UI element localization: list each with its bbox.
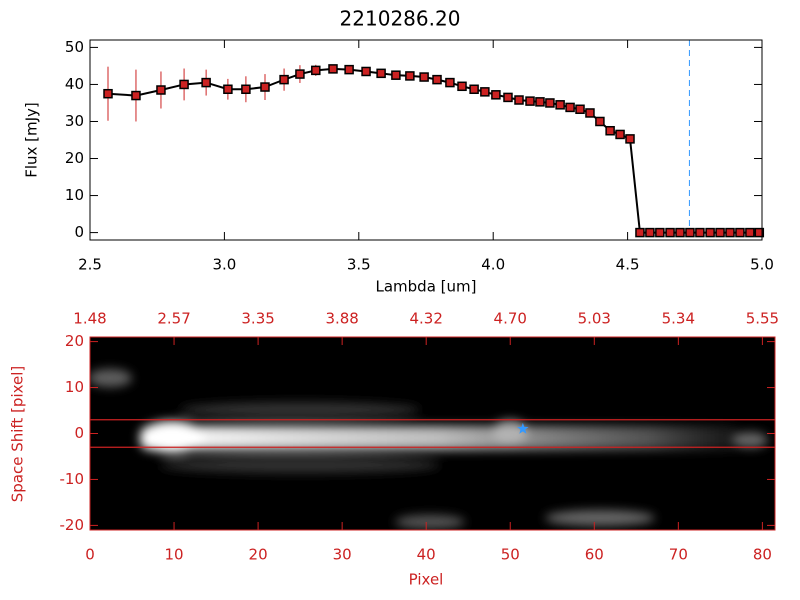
data-point — [405, 71, 415, 81]
data-point — [491, 90, 501, 100]
x2-tick-label: 3.88 — [325, 310, 358, 328]
data-point — [575, 104, 585, 115]
x2-tick-label: 5.55 — [746, 310, 779, 328]
data-point — [223, 84, 233, 95]
data-point — [419, 72, 429, 82]
data-point — [295, 69, 305, 79]
x2-tick-label: 5.34 — [662, 310, 695, 328]
x-tick-label: 30 — [333, 546, 352, 564]
data-point — [457, 81, 467, 92]
x2-tick-label: 5.03 — [578, 310, 611, 328]
data-point — [685, 227, 695, 238]
star-marker — [517, 422, 529, 434]
x-tick-label: 10 — [165, 546, 184, 564]
data-point — [131, 90, 141, 101]
data-point — [655, 227, 665, 238]
data-point — [469, 84, 479, 95]
data-point — [445, 77, 455, 88]
data-point — [376, 68, 386, 79]
y-tick-label: 50 — [65, 38, 84, 56]
data-point — [514, 95, 524, 105]
data-point — [585, 108, 595, 118]
data-point — [391, 70, 401, 80]
x-axis-label: Lambda [um] — [376, 278, 477, 296]
x-tick-label: 20 — [249, 546, 268, 564]
data-point — [635, 227, 645, 238]
data-point — [725, 227, 735, 238]
data-point — [754, 227, 765, 238]
data-point — [525, 96, 535, 106]
y-tick-label: 0 — [74, 223, 84, 241]
data-point — [595, 116, 605, 127]
y-tick-label: 20 — [65, 332, 84, 350]
data-point — [260, 82, 270, 92]
data-point — [625, 134, 635, 144]
data-point — [615, 129, 625, 140]
data-point — [179, 79, 189, 90]
data-point — [103, 88, 113, 99]
data-point — [241, 84, 251, 95]
y-tick-label: 40 — [65, 75, 84, 93]
x-tick-label: 4.5 — [616, 256, 640, 274]
data-point — [695, 227, 705, 238]
data-point — [480, 87, 490, 97]
x2-tick-label: 3.35 — [241, 310, 274, 328]
x-tick-label: 5.0 — [750, 256, 774, 274]
y-tick-label: 30 — [65, 112, 84, 130]
plot-frame — [89, 39, 763, 241]
data-point — [344, 64, 354, 75]
data-point — [279, 74, 289, 85]
data-point — [201, 77, 211, 88]
data-point — [361, 66, 371, 77]
data-point — [735, 227, 745, 238]
data-point — [705, 227, 715, 238]
x-tick-label: 0 — [85, 546, 95, 564]
data-point — [545, 98, 555, 108]
y-tick-label: -10 — [60, 470, 85, 488]
data-point — [675, 227, 685, 238]
data-point — [535, 97, 545, 107]
x-tick-label: 4.0 — [481, 256, 505, 274]
x-tick-label: 2.5 — [78, 256, 102, 274]
data-point — [328, 64, 338, 74]
data-point — [156, 85, 166, 95]
data-point — [745, 227, 755, 238]
data-point — [565, 102, 575, 113]
x-tick-label: 3.5 — [347, 256, 371, 274]
x2-tick-label: 4.70 — [494, 310, 527, 328]
data-point — [555, 100, 565, 110]
y-tick-label: 10 — [65, 378, 84, 396]
y-tick-label: -20 — [60, 516, 85, 534]
y-tick-label: 20 — [65, 149, 84, 167]
x2-tick-label: 4.32 — [409, 310, 442, 328]
data-point — [665, 227, 675, 238]
chart-title: 2210286.20 — [340, 7, 461, 31]
x-axis-label: Pixel — [409, 571, 444, 589]
x-tick-label: 3.0 — [212, 256, 236, 274]
y-tick-label: 0 — [74, 424, 84, 442]
y-axis-label: Flux [mJy] — [23, 102, 41, 178]
data-point — [645, 227, 655, 238]
x-tick-label: 80 — [753, 546, 772, 564]
x-tick-label: 50 — [501, 546, 520, 564]
data-point — [715, 227, 725, 238]
data-point — [311, 65, 321, 76]
x-tick-label: 40 — [417, 546, 436, 564]
x-tick-label: 60 — [585, 546, 604, 564]
plot-frame — [89, 336, 776, 531]
y-axis-label: Space Shift [pixel] — [9, 366, 27, 503]
x2-tick-label: 1.48 — [73, 310, 106, 328]
data-point — [605, 125, 615, 136]
x-tick-label: 70 — [669, 546, 688, 564]
spectrum-image — [90, 337, 775, 530]
x2-tick-label: 2.57 — [157, 310, 190, 328]
data-point — [503, 92, 513, 103]
data-point — [432, 74, 442, 85]
y-tick-label: 10 — [65, 186, 84, 204]
